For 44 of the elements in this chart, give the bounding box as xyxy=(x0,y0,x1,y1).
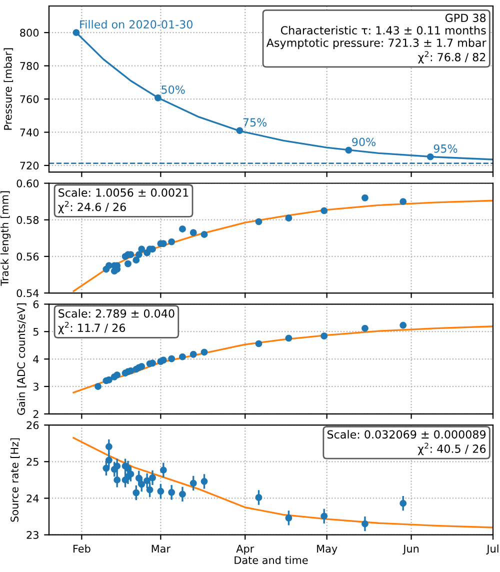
x-tick-label: Apr xyxy=(236,544,254,555)
y-tick-label: 24 xyxy=(26,494,39,502)
y-tick-label: 740 xyxy=(20,128,39,136)
y-tick-label: 4 xyxy=(33,355,39,363)
y-tick-label: 2 xyxy=(33,410,38,418)
y-tick-label: 0.54 xyxy=(16,289,39,298)
y-tick-label: 25 xyxy=(26,458,38,466)
x-axis-title: Date and time xyxy=(234,556,308,564)
annotation: Characteristic τ: 1.43 ± 0.11 months xyxy=(280,26,486,35)
y-tick-label: 760 xyxy=(20,95,39,104)
y-axis-title: Source rate [Hz] xyxy=(10,438,20,522)
y-tick-label: 0.58 xyxy=(16,216,39,224)
y-tick-label: 0.56 xyxy=(16,252,39,261)
y-tick-label: 5 xyxy=(33,328,38,336)
y-tick-label: 26 xyxy=(26,421,39,430)
annotation: χ$^{2}$: 40.5 / 26 xyxy=(418,442,486,456)
annotation: χ$^{2}$: 76.8 / 82 xyxy=(418,51,486,64)
x-tick-label: May xyxy=(317,544,338,555)
y-axis-title: Gain [ADC counts/eV] xyxy=(17,303,26,415)
y-tick-label: 23 xyxy=(26,531,38,539)
annotation: Filled on 2020-01-30 xyxy=(80,20,192,29)
annotation: 95% xyxy=(434,144,458,153)
x-tick-label: Feb xyxy=(73,544,90,553)
annotation: 75% xyxy=(243,118,267,127)
y-tick-label: 780 xyxy=(20,62,39,70)
y-tick-label: 720 xyxy=(20,162,39,170)
y-tick-label: 0.60 xyxy=(16,179,39,188)
y-tick-label: 6 xyxy=(33,300,39,308)
annotation: 90% xyxy=(352,138,376,146)
annotation: Asymptotic pressure: 721.3 ± 1.7 mbar xyxy=(266,38,486,50)
y-tick-label: 3 xyxy=(33,382,38,391)
y-tick-label: 800 xyxy=(20,28,39,37)
annotation: Scale: 2.789 ± 0.040 xyxy=(58,309,174,318)
annotation: χ$^{2}$: 24.6 / 26 xyxy=(58,200,126,214)
annotation: GPD 38 xyxy=(445,14,486,22)
y-axis-title: Pressure [mbar] xyxy=(4,48,14,130)
annotation: 50% xyxy=(162,85,185,94)
annotation: Scale: 1.0056 ± 0.0021 xyxy=(58,188,188,197)
x-tick-label: Mar xyxy=(152,544,171,553)
x-tick-label: Jun xyxy=(402,544,419,555)
y-axis-title: Track length [mm] xyxy=(0,191,11,286)
annotation: χ$^{2}$: 11.7 / 26 xyxy=(58,322,126,334)
x-tick-label: Jul xyxy=(486,544,498,555)
annotation: Scale: 0.032069 ± 0.000089 xyxy=(327,430,486,439)
